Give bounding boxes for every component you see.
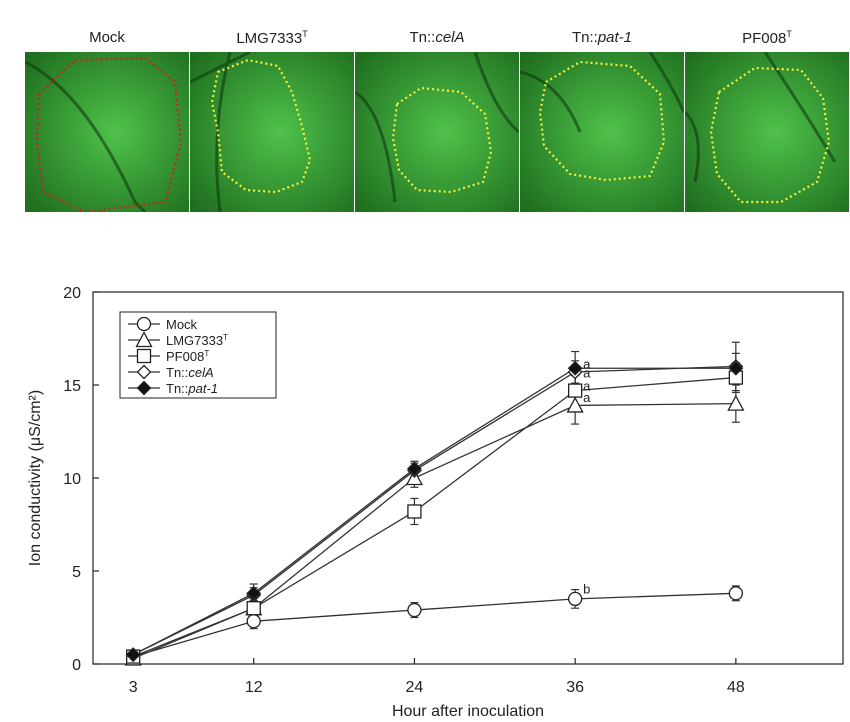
panel-label-2: LMG7333T: [190, 29, 354, 47]
panel-label-italic: pat-1: [597, 29, 633, 46]
significance-letter: b: [583, 581, 590, 596]
y-tick-label: 0: [72, 657, 81, 674]
legend-entry: Mock: [166, 317, 198, 332]
legend-entry: Tn::celA: [166, 365, 214, 380]
y-tick-label: 10: [63, 471, 81, 488]
leaf-photo-4: [520, 52, 684, 212]
series-line-1: [132, 592, 736, 658]
legend-entry-name: LMG7333: [166, 333, 223, 348]
legend-entry: LMG7333T: [166, 333, 228, 348]
panel-label-4: Tn::pat-1: [520, 29, 684, 46]
significance-letter: a: [583, 379, 591, 394]
panel-label-sup: T: [786, 29, 792, 39]
x-tick-label: 24: [406, 679, 424, 696]
legend-entry: Tn::pat-1: [166, 381, 218, 396]
legend-marker: [136, 364, 152, 380]
legend-entry: PF008T: [166, 349, 209, 364]
panel-label-5: PF008T: [685, 29, 849, 47]
panel-label-main: PF008: [742, 30, 787, 47]
leaf-photo-3: [355, 52, 519, 212]
y-axis-label: Ion conductivity (μS/cm²): [27, 390, 44, 566]
data-point-series-5: [125, 647, 141, 663]
data-point-series-3: [246, 601, 261, 616]
leaf-photo-2: [190, 52, 354, 212]
data-point-series-1: [407, 602, 422, 618]
legend-entry-prefix: Tn::: [166, 381, 188, 396]
data-point-series-3: [567, 383, 583, 398]
legend-marker: [136, 348, 152, 364]
significance-letter: a: [583, 390, 591, 405]
data-point-series-1: [567, 591, 583, 607]
panel-label-main: LMG7333: [236, 30, 303, 47]
legend-entry-sup: T: [223, 333, 228, 342]
legend-entry-name: PF008: [166, 349, 204, 364]
panel-label-sup: T: [302, 29, 308, 39]
series-line-3: [132, 376, 736, 658]
legend-entry-prefix: Tn::: [166, 365, 188, 380]
data-point-series-1: [246, 614, 261, 629]
legend-entry-italic: celA: [188, 365, 213, 380]
legend-marker: [136, 380, 152, 396]
y-tick-label: 5: [72, 564, 81, 581]
data-point-series-5: [407, 461, 422, 477]
data-point-series-5: [246, 585, 262, 601]
data-point-series-3: [407, 504, 422, 519]
legend-entry-name: Mock: [166, 317, 198, 332]
x-tick-label: 36: [566, 679, 584, 696]
panel-label-italic: celA: [435, 29, 465, 46]
data-point-series-2: [727, 394, 745, 411]
panel-label-1: Mock: [25, 29, 189, 46]
legend-entry-italic: pat-1: [187, 381, 218, 396]
panel-label-main: Tn::: [409, 29, 436, 46]
legend-marker: [136, 316, 152, 332]
x-tick-label: 12: [245, 679, 263, 696]
leaf-photo-5: [685, 52, 849, 212]
leaf-photo-1: [25, 52, 189, 212]
data-point-series-5: [567, 360, 583, 376]
significance-letter: a: [583, 366, 591, 381]
x-axis-label: Hour after inoculation: [392, 703, 544, 720]
legend-marker: [135, 331, 153, 348]
panel-label-main: Tn::: [571, 29, 598, 46]
data-point-series-2: [566, 396, 584, 413]
data-point-series-1: [728, 586, 744, 601]
data-point-series-5: [728, 360, 744, 376]
series-line-4: [132, 365, 736, 656]
x-tick-label: 48: [727, 679, 745, 696]
panel-label-3: Tn::celA: [355, 29, 519, 46]
x-tick-label: 3: [129, 679, 138, 696]
panel-label-main: Mock: [89, 29, 125, 46]
series-line-5: [132, 367, 736, 656]
legend-entry-sup: T: [204, 349, 209, 358]
y-tick-label: 15: [63, 378, 81, 395]
significance-letter: a: [583, 356, 591, 371]
y-tick-label: 20: [63, 285, 81, 302]
